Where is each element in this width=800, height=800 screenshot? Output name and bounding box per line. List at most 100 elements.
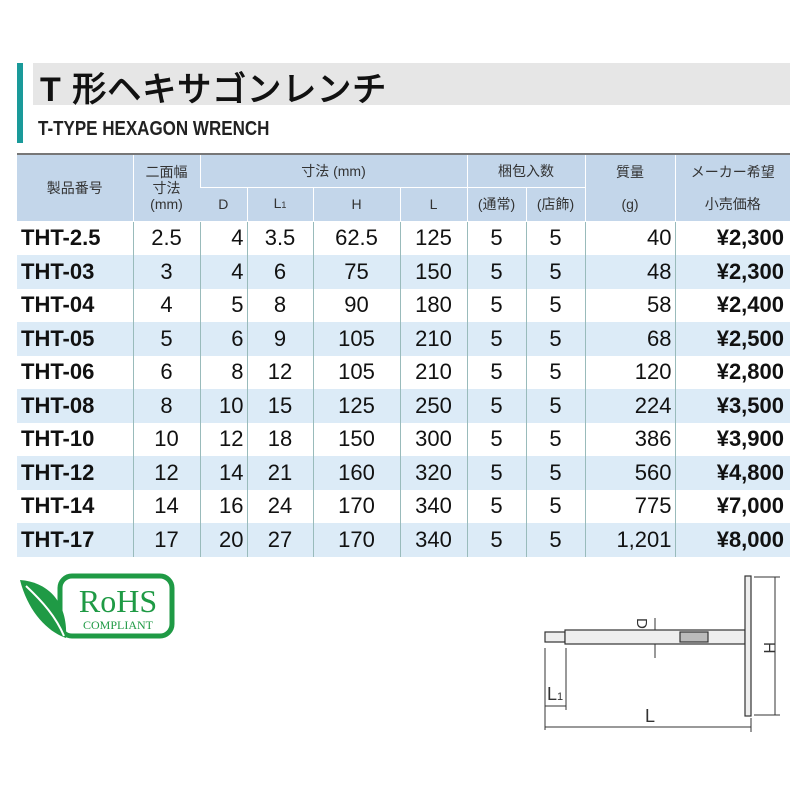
cell-model: THT-12 [17,456,133,490]
cell-d: 5 [199,288,247,322]
rohs-logo: RoHS COMPLIANT [20,573,175,639]
header-h: H [312,187,400,222]
header-d: D [200,187,247,222]
cell-pack-normal: 5 [466,255,526,289]
cell-l: 180 [399,288,467,322]
svg-text:L1: L1 [547,684,563,704]
cell-width: 3 [132,255,200,289]
wrench-diagram: D H L1 L [544,575,780,732]
cell-price: ¥4,800 [674,456,790,490]
cell-l: 210 [399,322,467,356]
cell-pack-normal: 5 [466,489,526,523]
cell-width: 10 [132,422,200,456]
cell-l1: 27 [246,523,313,557]
cell-mass: 40 [584,221,675,255]
cell-pack-store: 5 [525,221,585,255]
cell-mass: 58 [584,288,675,322]
header-pack-normal: (通常) [466,187,526,222]
cell-l: 340 [399,523,467,557]
cell-mass: 68 [584,322,675,356]
cell-l1: 12 [246,355,313,389]
cell-l: 150 [399,255,467,289]
cell-pack-store: 5 [525,255,585,289]
cell-h: 160 [312,456,400,490]
table-row: THT-10 10 12 18 150 300 5 5 386 ¥3,900 [17,422,790,456]
cell-mass: 560 [584,456,675,490]
header-dims: 寸法 (mm) [199,154,467,188]
cell-h: 150 [312,422,400,456]
svg-text:H: H [760,642,777,654]
header-pack: 梱包入数 [466,154,585,188]
table-row: THT-2.5 2.5 4 3.5 62.5 125 5 5 40 ¥2,300 [17,221,790,255]
cell-price: ¥7,000 [674,489,790,523]
cell-price: ¥2,300 [674,255,790,289]
cell-h: 90 [312,288,400,322]
cell-d: 16 [199,489,247,523]
svg-text:L: L [645,706,655,726]
cell-width: 17 [132,523,200,557]
cell-pack-store: 5 [525,288,585,322]
table-row: THT-17 17 20 27 170 340 5 5 1,201 ¥8,000 [17,523,790,557]
cell-width: 14 [132,489,200,523]
cell-pack-normal: 5 [466,523,526,557]
cell-pack-normal: 5 [466,288,526,322]
cell-price: ¥2,800 [674,355,790,389]
cell-d: 8 [199,355,247,389]
cell-pack-store: 5 [525,322,585,356]
cell-price: ¥2,300 [674,221,790,255]
cell-h: 170 [312,523,400,557]
cell-l1: 8 [246,288,313,322]
cell-width: 2.5 [132,221,200,255]
cell-l: 340 [399,489,467,523]
cell-pack-store: 5 [525,355,585,389]
cell-model: THT-06 [21,359,95,385]
cell-h: 170 [312,489,400,523]
cell-model: THT-05 [17,322,133,356]
cell-h: 125 [312,389,400,423]
cell-mass: 48 [584,255,675,289]
cell-width: 6 [132,355,200,389]
cell-d: 20 [199,523,247,557]
svg-text:COMPLIANT: COMPLIANT [83,618,154,632]
table-row: THT-08 8 10 15 125 250 5 5 224 ¥3,500 [17,389,790,423]
cell-d: 4 [199,221,247,255]
table-row: THT-03 3 4 6 75 150 5 5 48 ¥2,300 [17,255,790,289]
cell-mass: 224 [584,389,675,423]
cell-h: 62.5 [312,221,400,255]
cell-model: THT-03 [17,255,133,289]
cell-pack-normal: 5 [466,389,526,423]
cell-mass: 386 [584,422,675,456]
cell-l: 125 [399,221,467,255]
cell-d: 14 [199,456,247,490]
cell-mass: 775 [584,489,675,523]
cell-model: THT-2.5 [21,225,101,251]
cell-d: 6 [199,322,247,356]
cell-pack-store: 5 [525,456,585,490]
page-title: T 形ヘキサゴンレンチ [40,71,388,109]
table-row: THT-06 6 8 12 105 210 5 5 120 ¥2,800 [17,355,790,389]
header-price: メーカー希望 小売価格 [674,154,790,222]
cell-price: ¥2,500 [674,322,790,356]
cell-model: THT-10 [21,426,95,452]
cell-pack-normal: 5 [466,221,526,255]
cell-mass: 1,201 [584,523,675,557]
cell-l1: 21 [246,456,313,490]
table-row: THT-04 4 5 8 90 180 5 5 58 ¥2,400 [17,288,790,322]
page-subtitle: T-TYPE HEXAGON WRENCH [38,118,270,140]
cell-l: 210 [399,355,467,389]
cell-width: 12 [132,456,200,490]
spec-table: 製品番号 二面幅 寸法 (mm) 寸法 (mm) 梱包入数 質量 (g) メーカー希望… [17,153,790,557]
cell-width: 5 [132,322,200,356]
cell-mass: 120 [584,355,675,389]
accent-bar [17,63,23,143]
cell-d: 12 [199,422,247,456]
svg-text:RoHS: RoHS [79,583,157,619]
title-bar [33,63,790,105]
cell-pack-store: 5 [525,523,585,557]
cell-price: ¥2,400 [674,288,790,322]
table-row: THT-05 5 6 9 105 210 5 5 68 ¥2,500 [17,322,790,356]
cell-l1: 24 [246,489,313,523]
cell-l1: 18 [246,422,313,456]
header-l1: L1 [246,187,313,222]
header-l: L [399,187,467,222]
